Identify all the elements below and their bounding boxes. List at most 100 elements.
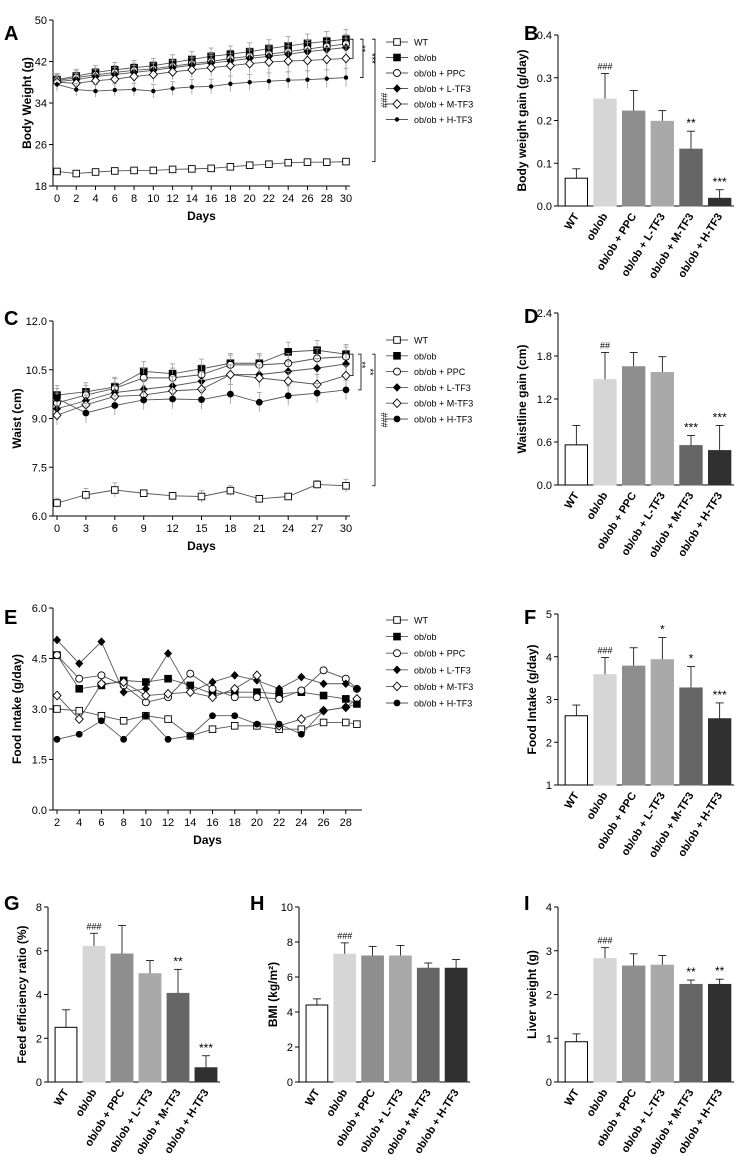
bar	[138, 973, 162, 1083]
data-point	[255, 398, 263, 406]
x-tick-label: 26	[301, 193, 313, 205]
significance-bracket	[350, 353, 354, 377]
x-tick-label: 2	[54, 817, 60, 829]
significance-label: **	[173, 954, 183, 968]
bar	[166, 992, 190, 1083]
x-tick-label: 18	[224, 523, 236, 535]
data-point	[111, 486, 119, 494]
bar	[444, 967, 468, 1083]
x-tick-label: 6	[112, 523, 118, 535]
panel-letter-b: B	[524, 23, 538, 45]
panel-letter-a: A	[4, 23, 18, 45]
data-point	[198, 396, 205, 404]
bar	[564, 444, 589, 486]
data-point	[283, 376, 293, 387]
x-tick-label: 18	[224, 193, 236, 205]
significance-label: ***	[367, 53, 377, 64]
data-point	[164, 715, 172, 723]
data-point	[341, 695, 350, 703]
legend-marker	[393, 367, 401, 376]
y-tick-label: 1.5	[32, 755, 47, 767]
legend-label: ob/ob + L-TF3	[414, 383, 471, 393]
data-point	[313, 389, 321, 397]
data-point	[341, 679, 350, 689]
data-point	[245, 58, 255, 69]
data-point	[206, 62, 216, 73]
data-point	[352, 684, 361, 694]
x-tick-label: 9	[141, 523, 147, 535]
panel-letter-e: E	[4, 607, 17, 629]
data-point	[226, 163, 235, 171]
bar	[564, 715, 589, 786]
legend-label: ob/ob + PPC	[414, 367, 466, 377]
significance-label: *	[660, 623, 665, 637]
data-point	[111, 167, 119, 175]
data-point	[322, 158, 331, 166]
data-point	[286, 77, 291, 83]
significance-label: ***	[713, 411, 727, 425]
data-point	[297, 730, 305, 738]
legend-marker	[393, 352, 401, 360]
y-axis-title: Food Intake (g/day)	[10, 654, 24, 764]
data-point	[185, 687, 195, 698]
data-point	[54, 82, 60, 87]
legend-marker	[393, 665, 401, 675]
x-category-label: ob/ob	[585, 1087, 611, 1119]
bar	[679, 983, 703, 1083]
y-tick-label: 0.2	[537, 116, 552, 128]
data-point	[253, 720, 261, 728]
legend-label: ob/ob + M-TF3	[414, 682, 473, 692]
y-tick-label: 0.1	[537, 158, 552, 170]
y-tick-label: 42	[35, 57, 47, 69]
panel-letter-d: D	[524, 306, 538, 328]
series-ob-ob-m-tf3	[52, 670, 362, 731]
data-point	[164, 735, 172, 743]
y-tick-label: 4	[546, 902, 552, 914]
series-line	[56, 57, 347, 84]
bar	[110, 953, 134, 1083]
legend-label: WT	[414, 336, 428, 346]
x-tick-label: 8	[121, 817, 127, 829]
data-point	[225, 369, 236, 380]
significance-label: **	[365, 369, 375, 377]
significance-label: **	[357, 45, 367, 53]
panel-letter-h: H	[250, 893, 264, 915]
significance-label: ***	[684, 421, 698, 435]
x-tick-label: 12	[162, 817, 174, 829]
x-category-label: ob/ob	[585, 790, 611, 822]
legend-label: ob/ob + L-TF3	[414, 665, 471, 675]
series-ob-ob-ppc	[53, 651, 361, 707]
data-point	[302, 55, 313, 66]
series-ob-ob-l-tf3	[53, 635, 361, 697]
x-category-label: WT	[303, 1087, 322, 1108]
data-point	[96, 678, 107, 689]
data-point	[75, 730, 83, 738]
data-point	[255, 495, 264, 503]
x-category-label: ob/ob	[324, 1087, 350, 1119]
legend-marker	[393, 616, 401, 624]
x-axis-title: Days	[193, 833, 222, 847]
y-tick-label: 0.6	[537, 437, 552, 449]
legend-marker	[393, 336, 401, 344]
y-tick-label: 0.0	[32, 805, 47, 817]
bar	[194, 1067, 218, 1083]
data-point	[148, 69, 158, 80]
bar	[621, 366, 646, 486]
significance-bracket	[360, 38, 364, 78]
data-point	[230, 693, 239, 702]
data-point	[319, 718, 328, 727]
y-axis-title: Waistline gain (cm)	[515, 345, 529, 454]
data-point	[341, 370, 351, 381]
legend-label: ob/ob + M-TF3	[414, 100, 473, 110]
y-tick-label: 26	[35, 140, 47, 152]
y-tick-label: 1.2	[537, 394, 552, 406]
data-point	[208, 84, 214, 89]
bar	[650, 964, 675, 1083]
data-point	[342, 359, 350, 369]
legend-marker	[392, 99, 402, 109]
legend-label: ob/ob	[414, 632, 437, 642]
x-tick-label: 15	[195, 523, 207, 535]
x-tick-label: 24	[282, 193, 294, 205]
legend-marker	[393, 38, 401, 46]
